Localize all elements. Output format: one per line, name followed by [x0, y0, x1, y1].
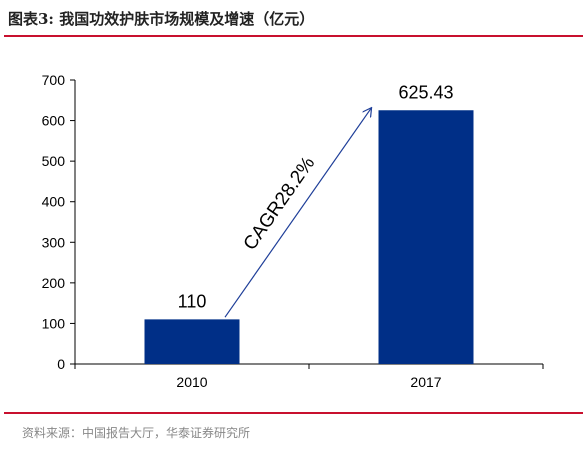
x-tick-label-2017: 2017 [410, 374, 441, 390]
y-tick-label: 600 [42, 113, 66, 129]
data-label-2010: 110 [178, 291, 207, 311]
data-label-2017: 625.43 [398, 82, 453, 102]
y-tick-label: 400 [42, 194, 66, 210]
bar-chart: 01002003004005006007001102010625.432017C… [42, 72, 544, 390]
y-tick-label: 700 [42, 72, 66, 88]
cagr-arrow [224, 108, 371, 318]
figure-title: 图表3: 我国功效护肤市场规模及增速（亿元） [8, 10, 315, 28]
y-tick-label: 0 [57, 356, 65, 372]
bar-2010 [144, 319, 240, 364]
figure-header: 图表3: 我国功效护肤市场规模及增速（亿元） [0, 0, 587, 36]
x-tick-label-2010: 2010 [176, 374, 207, 390]
bar-2017 [378, 110, 474, 364]
y-tick-label: 500 [42, 153, 66, 169]
y-tick-label: 200 [42, 275, 66, 291]
footer-rule [4, 412, 583, 414]
y-tick-label: 100 [42, 315, 66, 331]
header-rule [4, 35, 583, 37]
y-tick-label: 300 [42, 234, 66, 250]
figure-source: 资料来源：中国报告大厅，华泰证券研究所 [22, 426, 251, 440]
